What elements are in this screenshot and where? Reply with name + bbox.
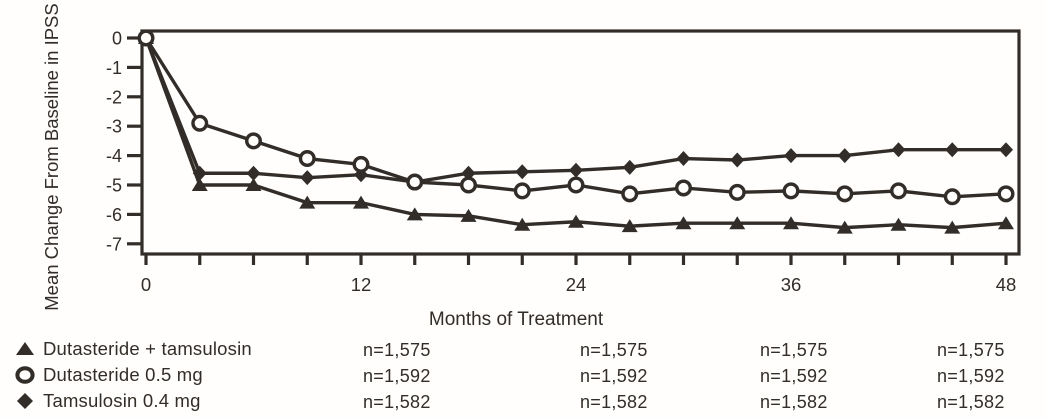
sample-size-cell: n=1,575	[760, 340, 828, 360]
legend-label: Dutasteride 0.5 mg	[43, 364, 203, 385]
marker-circle-open	[675, 179, 693, 197]
legend-item-dutasteride: Dutasteride 0.5 mg	[14, 362, 252, 388]
marker-triangle	[460, 208, 477, 222]
marker-triangle	[514, 217, 531, 231]
marker-diamond	[784, 148, 799, 164]
x-tick-label: 12	[351, 274, 372, 295]
legend-item-combination: Dutasteride + tamsulosin	[14, 336, 252, 362]
y-tick-label: -6	[106, 205, 122, 225]
y-tick-label: -2	[106, 87, 122, 107]
marker-diamond	[676, 151, 691, 167]
x-tick-label: 24	[566, 274, 587, 295]
marker-circle-open	[513, 182, 531, 200]
marker-circle-open	[782, 182, 800, 200]
marker-diamond	[246, 165, 261, 181]
y-tick-label: -1	[106, 58, 122, 78]
marker-circle-open	[836, 185, 854, 203]
chart-legend: Dutasteride + tamsulosin Dutasteride 0.5…	[14, 336, 252, 414]
marker-triangle	[998, 216, 1015, 230]
marker-diamond	[945, 142, 960, 158]
marker-diamond	[999, 142, 1014, 158]
line-chart: 0 -1 -2 -3 -4 -5 -6 -7 0 12 24 36 48 Mean Change From…	[41, 3, 1021, 330]
sample-size-cell: n=1,582	[937, 392, 1005, 412]
sample-size-cell: n=1,592	[937, 366, 1005, 386]
marker-diamond	[515, 164, 530, 180]
marker-triangle	[191, 178, 208, 191]
x-tick-label: 48	[996, 274, 1017, 295]
sample-size-cell: n=1,575	[580, 340, 648, 360]
marker-circle-open	[245, 132, 263, 150]
y-tick-label: -5	[106, 176, 122, 196]
sample-size-cell: n=1,592	[363, 366, 431, 386]
marker-circle-open	[728, 183, 746, 201]
x-axis-title: Months of Treatment	[429, 309, 604, 330]
marker-diamond	[730, 152, 745, 168]
marker-triangle	[353, 195, 370, 209]
legend-label: Tamsulosin 0.4 mg	[43, 390, 201, 411]
marker-triangle	[568, 214, 585, 228]
marker-circle-open	[352, 155, 370, 173]
marker-circle-open	[621, 185, 639, 203]
sample-size-cell: n=1,582	[760, 392, 828, 412]
marker-diamond	[192, 165, 207, 181]
y-tick-label: 0	[112, 29, 122, 49]
marker-triangle	[944, 220, 961, 234]
marker-circle-open	[137, 29, 155, 47]
marker-diamond	[300, 170, 315, 186]
sample-size-cell: n=1,575	[937, 340, 1005, 360]
marker-circle-open	[997, 185, 1015, 203]
marker-circle-open	[191, 114, 209, 132]
legend-label: Dutasteride + tamsulosin	[43, 338, 252, 359]
marker-triangle	[783, 216, 800, 230]
marker-triangle	[675, 216, 692, 230]
x-tick-label: 36	[781, 274, 802, 295]
marker-triangle	[836, 220, 853, 234]
series-line-diamond	[144, 37, 1007, 184]
marker-diamond	[461, 165, 476, 181]
marker-diamond	[891, 142, 906, 158]
sample-size-cell: n=1,575	[363, 340, 431, 360]
series-line-triangle	[144, 37, 1007, 230]
marker-triangle	[621, 219, 638, 233]
open-circle-icon	[15, 366, 35, 384]
sample-size-cell: n=1,582	[363, 392, 431, 412]
y-tick-label: -7	[106, 234, 122, 254]
x-tick-label: 0	[141, 274, 151, 295]
y-axis-title: Mean Change From Baseline in IPSS	[41, 3, 62, 310]
marker-circle-open	[460, 176, 478, 194]
marker-triangle	[729, 216, 746, 230]
marker-circle-open	[943, 188, 961, 206]
marker-circle-open	[406, 173, 424, 191]
marker-diamond	[569, 162, 584, 178]
marker-triangle	[245, 178, 262, 191]
y-tick-label: -3	[106, 117, 122, 137]
marker-diamond	[622, 159, 637, 175]
marker-triangle	[406, 207, 423, 221]
sample-size-cell: n=1,582	[580, 392, 648, 412]
marker-circle-open	[567, 176, 585, 194]
filled-triangle-icon	[16, 342, 34, 355]
plot-border	[140, 29, 1021, 256]
marker-circle-open	[890, 182, 908, 200]
marker-triangle	[299, 195, 316, 209]
marker-circle-open	[298, 150, 316, 168]
marker-triangle	[890, 217, 907, 231]
sample-size-cell: n=1,592	[760, 366, 828, 386]
filled-diamond-icon	[17, 393, 33, 409]
marker-diamond	[837, 148, 852, 164]
legend-item-tamsulosin: Tamsulosin 0.4 mg	[14, 388, 252, 414]
y-tick-label: -4	[106, 146, 122, 166]
sample-size-cell: n=1,592	[580, 366, 648, 386]
